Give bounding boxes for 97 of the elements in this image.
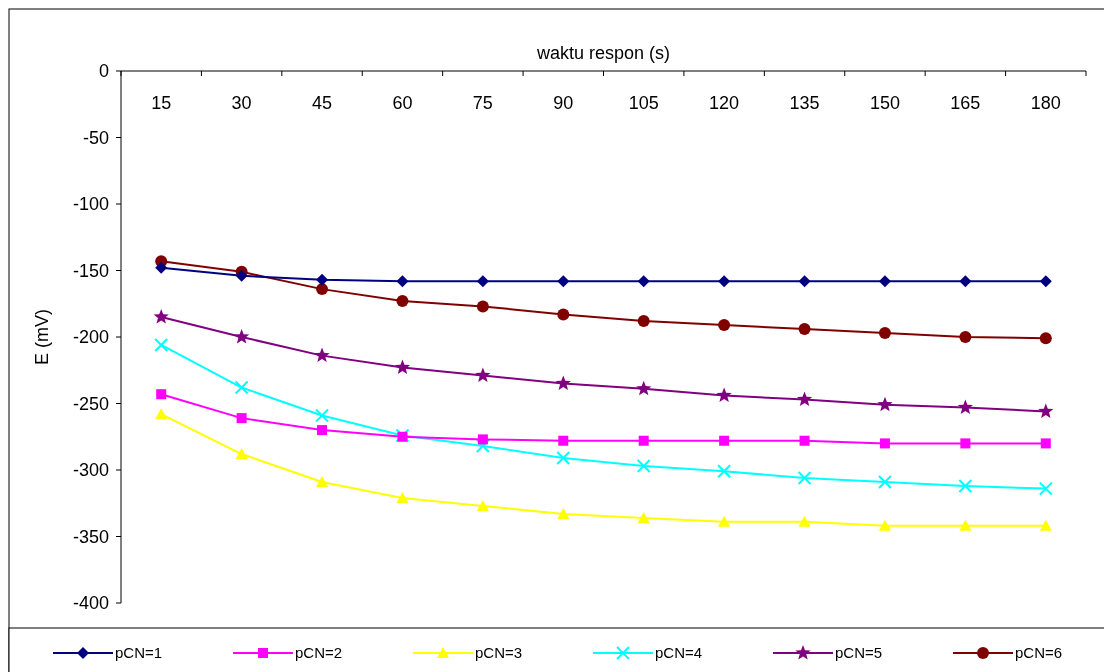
point [555,375,571,391]
point [1039,275,1052,288]
x-tick-label: 30 [231,93,252,113]
point [153,309,169,324]
point [959,275,972,288]
point [556,451,571,466]
x-tick-label: 90 [553,93,574,113]
point [637,511,650,523]
point [798,515,811,527]
point [798,275,811,288]
point [234,329,250,344]
point [879,438,890,449]
legend-label: pCN=3 [475,644,523,662]
point [476,300,489,313]
y-tick-label: 0 [98,61,109,82]
point [960,438,971,449]
point [957,399,973,414]
y-tick-label: -100 [72,194,109,215]
point [315,408,330,423]
point [235,448,248,460]
point [718,319,731,332]
y-tick-label: -250 [72,393,109,414]
point [1039,332,1052,345]
y-tick-label: -200 [72,327,109,348]
point [394,359,411,375]
x-tick-label: 150 [869,93,900,113]
point [798,323,811,336]
point [719,435,730,446]
point [1039,519,1052,531]
point [717,464,732,479]
x-tick-label: 45 [312,93,333,113]
x-tick-label: 60 [392,93,413,113]
point [476,275,489,288]
x-axis-title: waktu respon (s) [535,43,671,63]
y-tick-label: -400 [72,593,109,614]
x-tick-label: 75 [472,93,493,113]
y-tick-label: -300 [72,460,109,481]
point [796,391,813,406]
point [475,367,491,383]
point [557,308,570,321]
point [396,491,409,503]
legend-label: pCN=6 [1015,644,1063,662]
point [958,478,973,493]
point [877,474,892,489]
point [475,439,490,454]
point [878,519,891,531]
point [316,283,329,296]
point [557,507,570,519]
point [1040,438,1051,449]
legend-label: pCN=5 [835,644,883,662]
x-tick-label: 165 [950,93,981,113]
x-tick-label: 120 [709,93,740,113]
point [799,435,810,446]
point [959,519,972,531]
point [235,269,248,282]
point [316,475,329,487]
point [396,295,409,308]
x-tick-label: 15 [151,93,172,113]
legend-label: pCN=2 [295,644,343,662]
point [476,499,489,511]
point [156,389,167,400]
x-tick-label: 135 [789,93,820,113]
point [154,337,169,352]
point [557,275,570,288]
y-tick-label: -150 [72,260,109,281]
point [636,459,651,474]
point [718,515,731,527]
point [878,275,891,288]
point [396,275,409,288]
point [797,470,812,485]
point [236,413,247,424]
y-tick-label: -350 [72,526,109,547]
point [1038,403,1054,418]
legend-label: pCN=1 [115,644,163,662]
point [877,396,893,412]
point [637,315,650,328]
point [716,387,732,402]
point [558,435,569,446]
x-tick-label: 105 [628,93,659,113]
point [314,347,330,363]
point [316,273,329,286]
point [477,434,488,445]
x-tick-label: 180 [1030,93,1061,113]
point [959,331,972,343]
point [1038,481,1053,496]
point [638,435,649,446]
y-tick-label: -50 [82,127,109,148]
point [718,275,731,288]
y-axis-title: E (mV) [32,309,52,365]
point [234,380,249,395]
legend-label: pCN=4 [655,644,703,662]
point [636,380,652,396]
point [878,327,891,340]
point [637,275,650,288]
point [317,425,328,436]
point [155,408,168,420]
point [155,261,168,274]
